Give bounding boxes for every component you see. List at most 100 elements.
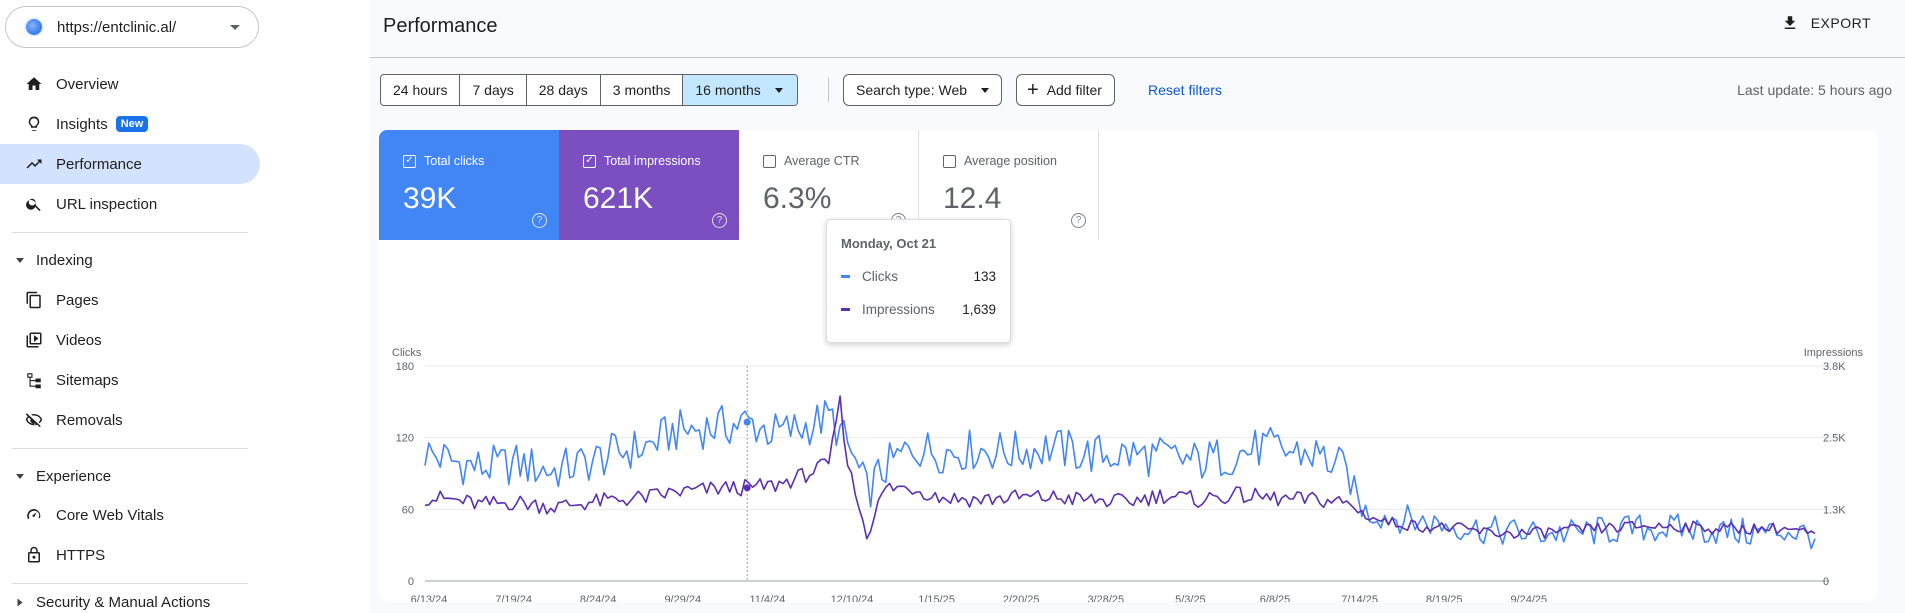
help-icon[interactable]: ?: [532, 213, 547, 228]
x-tick-label: 8/24/24: [580, 594, 617, 602]
sidebar-item-label: Pages: [56, 291, 99, 309]
sidebar-item-https[interactable]: HTTPS: [0, 535, 260, 575]
search-icon: [24, 194, 44, 214]
add-filter-label: Add filter: [1046, 82, 1102, 98]
pages-icon: [24, 290, 44, 310]
x-tick-label: 9/29/24: [664, 594, 701, 602]
gauge-icon: [24, 505, 44, 525]
sidebar-item-overview[interactable]: Overview: [0, 64, 260, 104]
export-button[interactable]: EXPORT: [1781, 14, 1871, 32]
x-tick-label: 5/3/25: [1175, 594, 1206, 602]
tooltip-value: 1,639: [962, 302, 996, 317]
sidebar-item-label: Removals: [56, 411, 123, 429]
metric-value: 12.4: [943, 182, 1002, 215]
reset-filters-link[interactable]: Reset filters: [1148, 82, 1222, 98]
lock-icon: [24, 545, 44, 565]
property-selector[interactable]: https://entclinic.al/: [5, 6, 259, 48]
property-url: https://entclinic.al/: [57, 18, 177, 36]
range-16-months-label: 16 months: [695, 82, 761, 98]
search-type-label: Search type: Web: [856, 82, 968, 98]
sidebar-item-core-web-vitals[interactable]: Core Web Vitals: [0, 495, 260, 535]
filter-divider: [828, 78, 829, 102]
date-range-selector: 24 hours 7 days 28 days 3 months 16 mont…: [380, 74, 798, 106]
x-tick-label: 1/15/25: [918, 594, 955, 602]
lightbulb-icon: [24, 114, 44, 134]
sidebar-item-label: Insights: [56, 115, 108, 133]
search-type-dropdown[interactable]: Search type: Web: [843, 74, 1003, 106]
plus-icon: +: [1027, 79, 1039, 101]
chart-tooltip: Monday, Oct 21 Clicks 133 Impressions 1,…: [826, 219, 1011, 343]
tooltip-label: Impressions: [862, 302, 935, 317]
x-tick-label: 3/28/25: [1087, 594, 1124, 602]
metric-total-impressions[interactable]: ✓ Total impressions 621K ?: [559, 130, 739, 240]
hover-dot-impressions: [743, 484, 751, 492]
section-security[interactable]: Security & Manual Actions: [0, 594, 260, 613]
download-icon: [1784, 16, 1795, 29]
export-label: EXPORT: [1810, 15, 1871, 31]
left-tick-label: 120: [396, 433, 414, 445]
home-icon: [24, 74, 44, 94]
metric-label: Total clicks: [424, 154, 485, 168]
sidebar-item-performance[interactable]: Performance: [0, 144, 260, 184]
chevron-down-icon: [230, 24, 240, 30]
left-tick-label: 60: [402, 504, 414, 516]
x-tick-label: 8/19/25: [1426, 594, 1463, 602]
section-title: Indexing: [36, 251, 93, 269]
impressions-swatch: [841, 308, 850, 311]
right-tick-label: 2.5K: [1823, 433, 1846, 445]
performance-chart[interactable]: Clicks Impressions 0 0 60 1.3K 120 2.5K 180 3.8K 6…: [379, 248, 1877, 602]
sidebar-item-removals[interactable]: Removals: [0, 400, 260, 440]
range-28-days[interactable]: 28 days: [527, 75, 601, 105]
section-title: Experience: [36, 467, 112, 485]
eye-off-icon: [24, 410, 44, 430]
divider: [12, 448, 248, 449]
section-indexing[interactable]: Indexing: [0, 245, 260, 275]
chevron-down-icon: [774, 87, 783, 93]
help-icon[interactable]: ?: [712, 213, 727, 228]
main-content: Performance EXPORT 24 hours 7 days 28 da…: [370, 0, 1905, 613]
sidebar-item-videos[interactable]: Videos: [0, 320, 260, 360]
section-experience[interactable]: Experience: [0, 461, 260, 491]
sidebar-item-pages[interactable]: Pages: [0, 280, 260, 320]
range-7-days[interactable]: 7 days: [460, 75, 527, 105]
x-tick-label: 12/10/24: [831, 594, 874, 602]
header-divider: [370, 57, 1905, 58]
sidebar-item-insights[interactable]: Insights New: [0, 104, 260, 144]
sidebar-item-sitemaps[interactable]: Sitemaps: [0, 360, 260, 400]
x-tick-label: 11/4/24: [749, 594, 785, 602]
metric-value: 39K: [403, 182, 457, 215]
tooltip-row-impressions: Impressions 1,639: [841, 302, 996, 317]
sidebar-item-label: Videos: [56, 331, 102, 349]
sidebar-item-label: URL inspection: [56, 195, 158, 213]
sidebar-item-label: HTTPS: [56, 546, 106, 564]
checkbox-unchecked-icon: [943, 154, 956, 168]
add-filter-button[interactable]: + Add filter: [1016, 74, 1115, 106]
sidebar-item-label: Sitemaps: [56, 371, 119, 389]
right-tick-label: 0: [1823, 576, 1829, 588]
help-icon[interactable]: ?: [1071, 213, 1086, 228]
expand-icon: [16, 257, 24, 263]
collapse-icon: [17, 598, 23, 607]
tooltip-value: 133: [973, 269, 996, 284]
series-line-impressions: [424, 395, 1816, 540]
sidebar-item-url-inspection[interactable]: URL inspection: [0, 184, 260, 224]
x-tick-label: 6/8/25: [1260, 594, 1291, 602]
left-tick-label: 180: [396, 361, 414, 373]
x-tick-label: 9/24/25: [1510, 594, 1547, 602]
divider: [12, 232, 248, 233]
globe-icon: [24, 17, 44, 37]
range-16-months[interactable]: 16 months: [683, 75, 797, 105]
metric-value: 621K: [583, 182, 654, 215]
checkbox-checked-icon: ✓: [403, 154, 416, 168]
range-3-months[interactable]: 3 months: [601, 75, 684, 105]
metric-label: Total impressions: [604, 154, 701, 168]
x-tick-label: 7/14/25: [1341, 594, 1378, 602]
range-24-hours[interactable]: 24 hours: [381, 75, 461, 105]
metric-total-clicks[interactable]: ✓ Total clicks 39K ?: [379, 130, 559, 240]
chevron-down-icon: [981, 87, 990, 93]
metric-value: 6.3%: [763, 182, 832, 215]
page-title: Performance: [383, 15, 498, 37]
sidebar: https://entclinic.al/ Overview Insights …: [0, 0, 260, 613]
tooltip-label: Clicks: [862, 269, 898, 284]
metric-label: Average CTR: [784, 154, 860, 168]
